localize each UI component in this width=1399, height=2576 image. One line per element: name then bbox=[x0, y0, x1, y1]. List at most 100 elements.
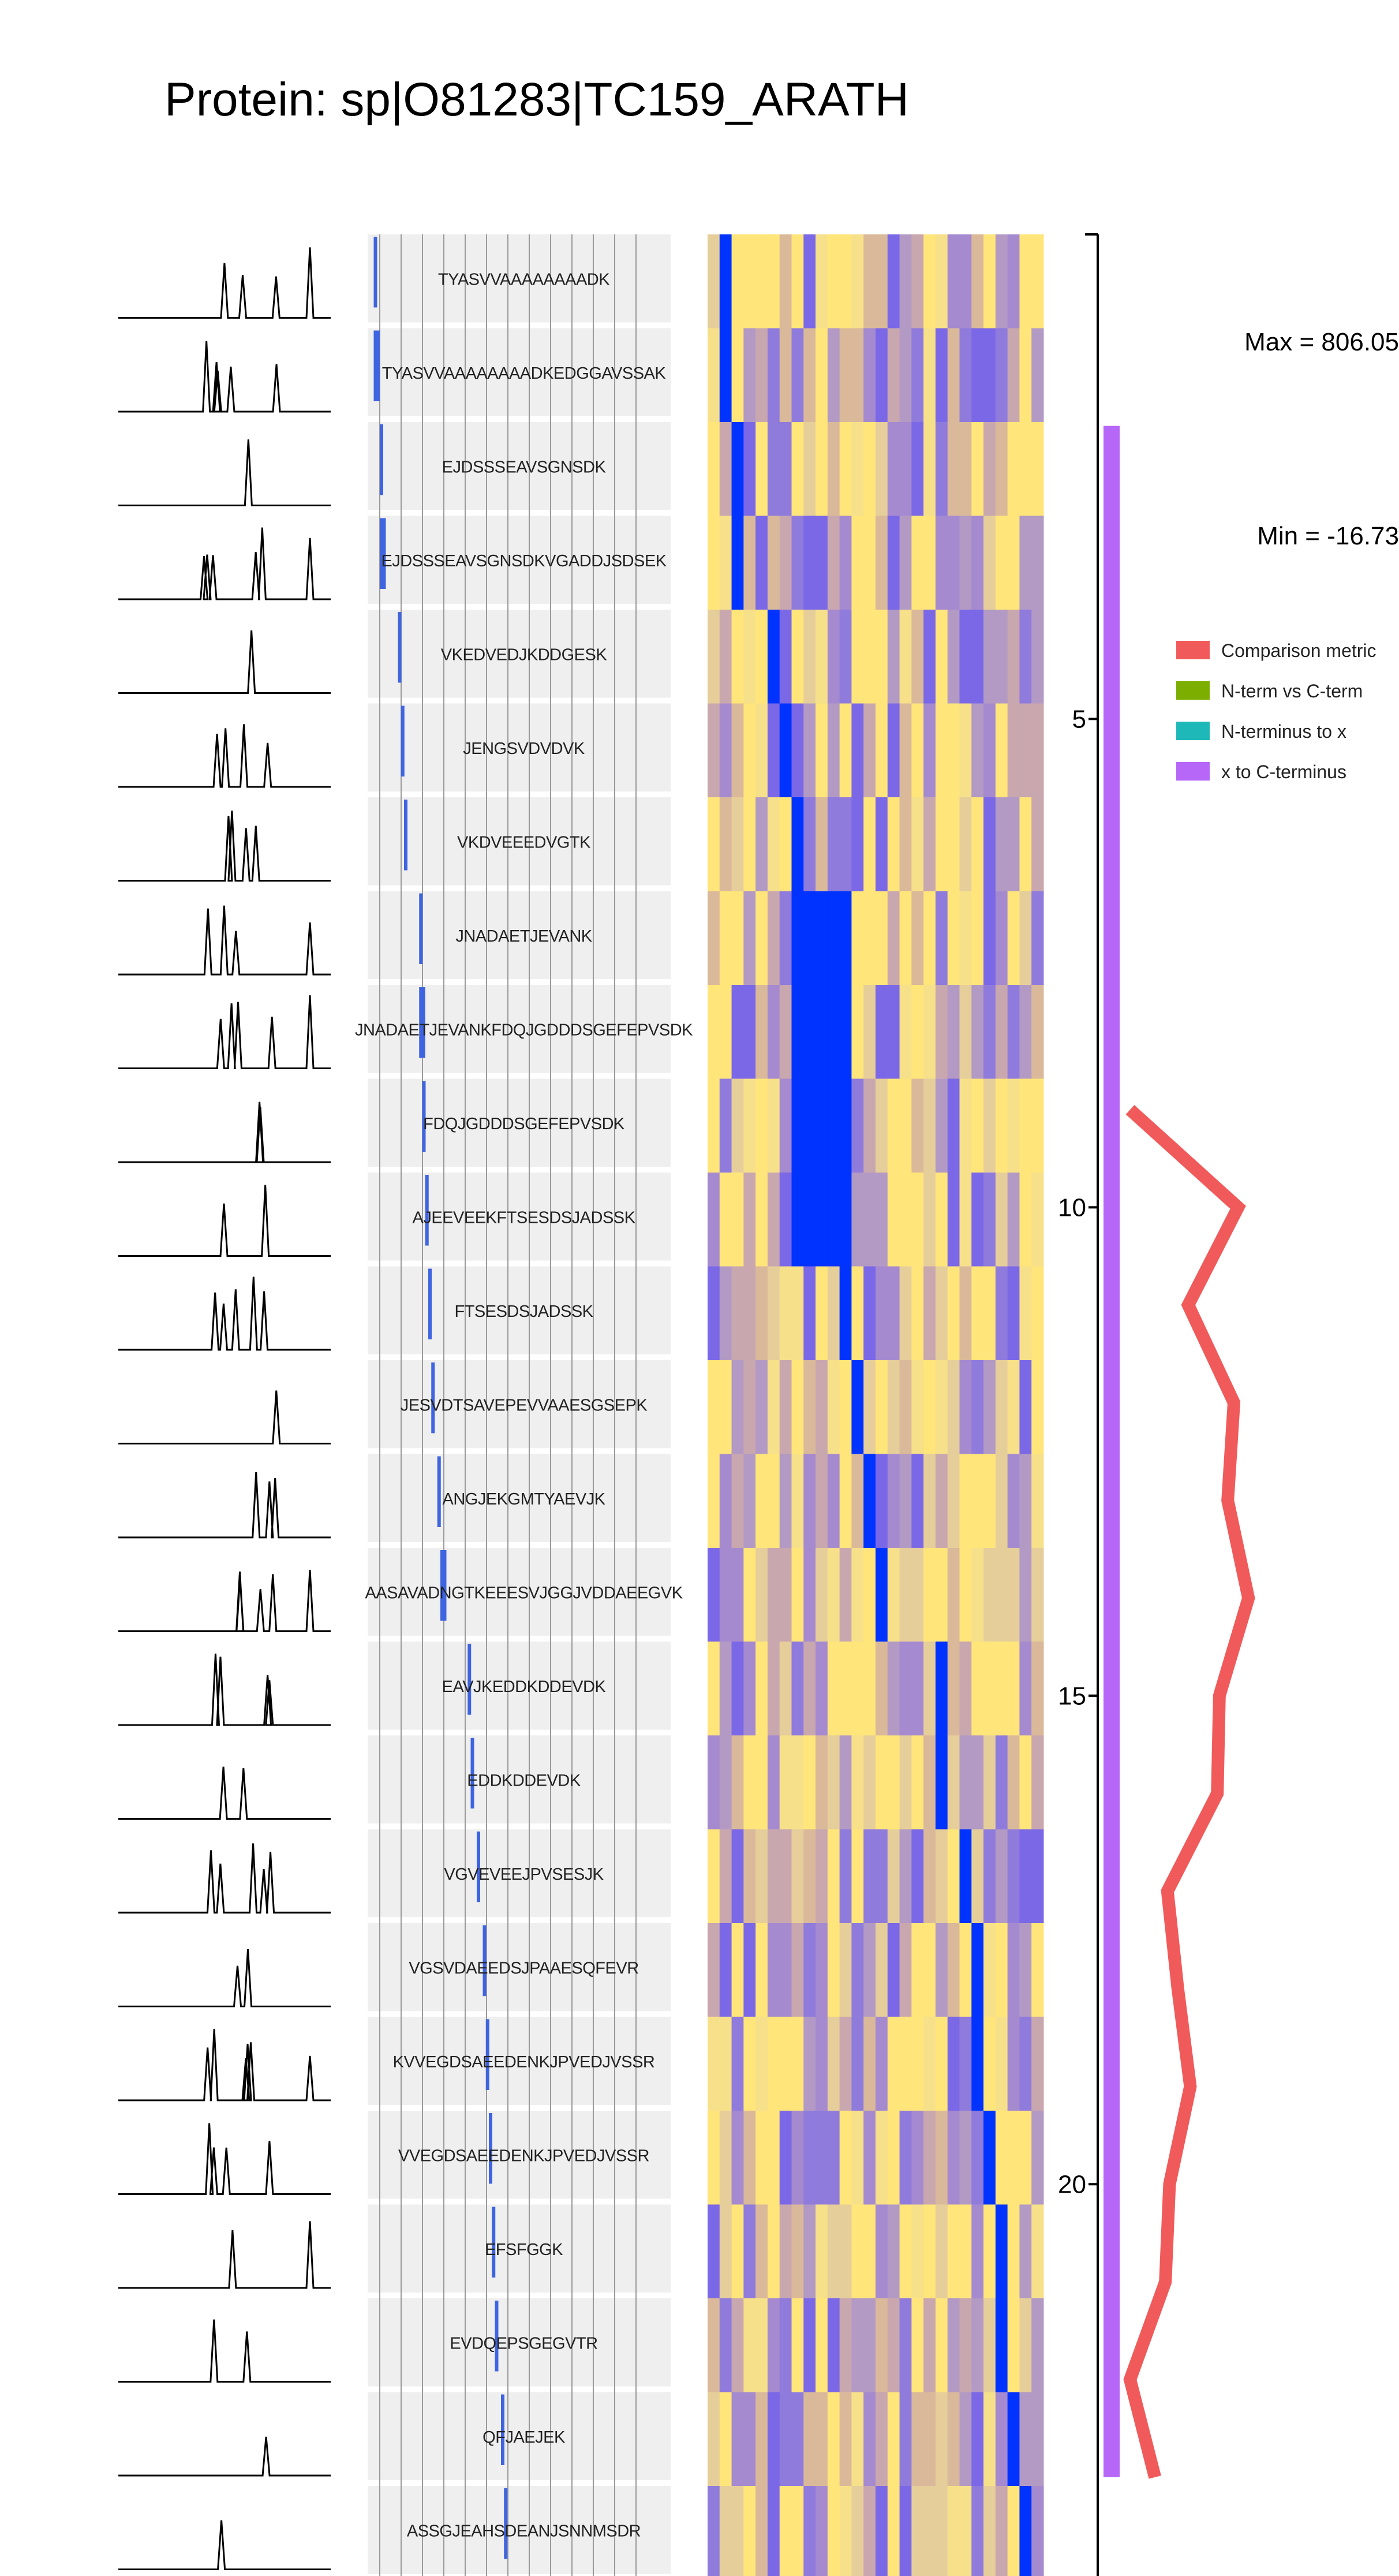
heatmap-cell bbox=[708, 1078, 720, 1173]
heatmap-cell bbox=[708, 2111, 720, 2205]
heatmap-cell bbox=[767, 1641, 780, 1735]
heatmap-cell bbox=[708, 1641, 720, 1735]
heatmap-cell bbox=[803, 2111, 816, 2205]
heatmap-cell bbox=[791, 1360, 804, 1454]
heatmap-cell bbox=[959, 2392, 972, 2486]
heatmap-cell bbox=[971, 1735, 984, 1830]
heatmap-cell bbox=[1031, 1266, 1044, 1360]
peak-trace bbox=[118, 1472, 331, 1539]
heatmap-cell bbox=[923, 1735, 936, 1830]
heatmap-cell bbox=[923, 1173, 936, 1267]
peak-traces-panel bbox=[118, 247, 331, 2570]
heatmap-cell bbox=[863, 1923, 876, 2017]
heatmap-cell bbox=[935, 1078, 948, 1173]
heatmap-cell bbox=[947, 610, 960, 704]
heatmap-cell bbox=[995, 2204, 1008, 2298]
metric-panel bbox=[1104, 425, 1255, 2479]
heatmap-cell bbox=[803, 2204, 816, 2298]
heatmap-cell bbox=[935, 2486, 948, 2576]
heatmap-cell bbox=[767, 422, 780, 516]
heatmap-cell bbox=[1031, 1641, 1044, 1735]
heatmap-cell bbox=[876, 1266, 888, 1360]
peak-trace bbox=[118, 905, 331, 976]
coverage-bar bbox=[470, 1738, 474, 1809]
heatmap-cell bbox=[923, 422, 936, 516]
heatmap-cell bbox=[887, 1829, 900, 1923]
heatmap-cell bbox=[1031, 1360, 1044, 1454]
heatmap-cell bbox=[851, 1266, 864, 1360]
heatmap-cell bbox=[791, 2017, 804, 2111]
heatmap-cell bbox=[731, 1923, 744, 2017]
heatmap-cell bbox=[887, 422, 900, 516]
heatmap-cell bbox=[851, 985, 864, 1079]
heatmap-cell bbox=[708, 1735, 720, 1830]
heatmap-cell bbox=[911, 1078, 924, 1173]
heatmap-cell bbox=[983, 1923, 996, 2017]
heatmap-cell bbox=[779, 610, 792, 704]
heatmap-cell bbox=[791, 2204, 804, 2298]
legend-swatch bbox=[1176, 681, 1210, 700]
heatmap-cell bbox=[959, 1548, 972, 1642]
heatmap-cell bbox=[923, 610, 936, 704]
heatmap-cell bbox=[731, 985, 744, 1079]
heatmap-cell bbox=[995, 1735, 1008, 1830]
heatmap-cell bbox=[876, 1548, 888, 1642]
heatmap-cell bbox=[1007, 1923, 1020, 2017]
heatmap-cell bbox=[1019, 2204, 1032, 2298]
heatmap-cell bbox=[839, 1360, 852, 1454]
heatmap-cell bbox=[911, 797, 924, 891]
heatmap-cell bbox=[863, 610, 876, 704]
heatmap-cell bbox=[1031, 610, 1044, 704]
heatmap-cell bbox=[1019, 891, 1032, 985]
heatmap-cell bbox=[971, 2017, 984, 2111]
heatmap-cell bbox=[911, 1454, 924, 1548]
heatmap-cell bbox=[911, 2486, 924, 2576]
heatmap-cell bbox=[899, 2298, 912, 2392]
heatmap-cell bbox=[947, 891, 960, 985]
heatmap-cell bbox=[851, 1078, 864, 1173]
heatmap-cell bbox=[851, 1641, 864, 1735]
peptide-label: VKEDVEDJKDDGESK bbox=[441, 645, 608, 664]
heatmap-cell bbox=[1031, 422, 1044, 516]
heatmap-cell bbox=[791, 1548, 804, 1642]
coverage-bar bbox=[373, 237, 377, 308]
heatmap-cell bbox=[947, 234, 960, 328]
heatmap-cell bbox=[863, 797, 876, 891]
heatmap-cell bbox=[1019, 1548, 1032, 1642]
heatmap-cell bbox=[731, 234, 744, 328]
peak-trace bbox=[118, 1570, 331, 1632]
peak-trace bbox=[118, 439, 331, 506]
heatmap-cell bbox=[887, 797, 900, 891]
heatmap-cell bbox=[911, 1173, 924, 1267]
heatmap-cell bbox=[851, 610, 864, 704]
heatmap-cell bbox=[947, 1360, 960, 1454]
heatmap-cell bbox=[1007, 703, 1020, 797]
heatmap-cell bbox=[983, 797, 996, 891]
coverage-row-bg bbox=[368, 2392, 671, 2480]
heatmap-cell bbox=[816, 1173, 828, 1267]
heatmap-cell bbox=[876, 1454, 888, 1548]
heatmap-cell bbox=[719, 1454, 732, 1548]
heatmap-cell bbox=[899, 1266, 912, 1360]
heatmap-cell bbox=[1031, 2298, 1044, 2392]
heatmap-cell bbox=[1007, 328, 1020, 422]
heatmap-cell bbox=[743, 1078, 756, 1173]
heatmap-cell bbox=[983, 2486, 996, 2576]
heatmap-cell bbox=[995, 985, 1008, 1079]
heatmap-cell bbox=[1007, 2111, 1020, 2205]
heatmap-cell bbox=[959, 2486, 972, 2576]
heatmap-cell bbox=[959, 1454, 972, 1548]
heatmap-cell bbox=[816, 234, 828, 328]
heatmap-cell bbox=[887, 1641, 900, 1735]
coverage-row-bg bbox=[368, 1548, 671, 1636]
heatmap-cell bbox=[816, 516, 828, 610]
heatmap-cell bbox=[767, 328, 780, 422]
legend-label: N-term vs C-term bbox=[1221, 681, 1363, 701]
heatmap-cell bbox=[1031, 1923, 1044, 2017]
heatmap-cell bbox=[1019, 328, 1032, 422]
heatmap-cell bbox=[827, 985, 840, 1079]
peptide-label: VVEGDSAEEDENKJPVEDJVSSR bbox=[398, 2146, 649, 2165]
heatmap-cell bbox=[731, 2017, 744, 2111]
heatmap-cell bbox=[1007, 2017, 1020, 2111]
heatmap-cell bbox=[851, 703, 864, 797]
